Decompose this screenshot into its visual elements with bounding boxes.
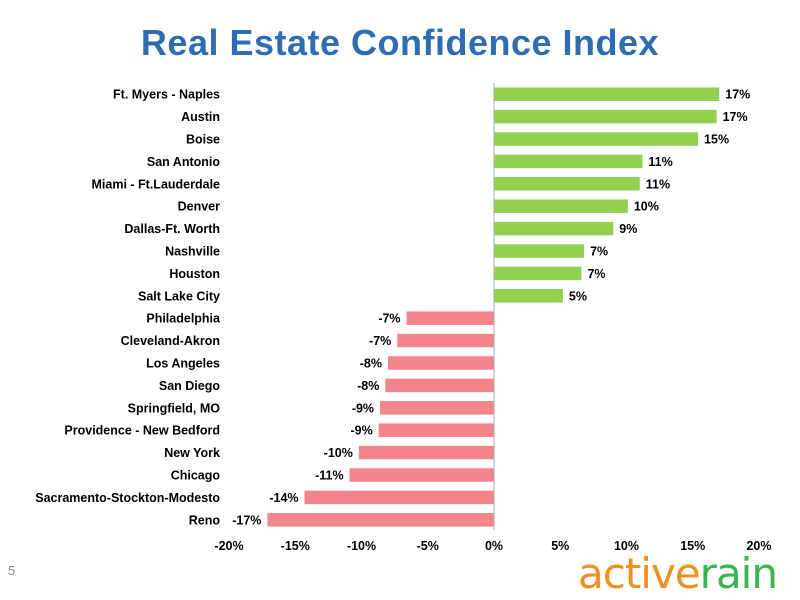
x-tick-label: -20% (214, 539, 243, 553)
value-label: 7% (590, 245, 608, 259)
category-label: Houston (169, 267, 220, 281)
x-tick-label: -5% (417, 539, 439, 553)
category-label: Salt Lake City (138, 289, 220, 303)
category-label: Sacramento-Stockton-Modesto (35, 491, 220, 505)
value-labels-group: 17%17%15%11%11%10%9%7%7%5%-7%-7%-8%-8%-9… (232, 88, 750, 528)
category-label: San Diego (159, 379, 220, 393)
bar (494, 87, 720, 101)
bar (494, 289, 563, 303)
value-label: -7% (369, 334, 391, 348)
value-label: -8% (360, 357, 382, 371)
value-label: 9% (619, 222, 637, 236)
category-label: Austin (181, 110, 220, 124)
bar (494, 221, 614, 236)
value-label: 17% (725, 88, 750, 102)
bar (385, 378, 494, 393)
bar (494, 132, 699, 146)
value-label: 7% (587, 267, 605, 281)
bar (494, 154, 643, 169)
bar (494, 177, 640, 191)
activerain-logo: activerain (578, 548, 778, 600)
x-tick-label: 0% (485, 539, 503, 553)
category-label: New York (164, 446, 220, 460)
page-number: 5 (8, 563, 16, 578)
logo-word-active: active (578, 549, 701, 598)
value-label: -10% (324, 446, 353, 460)
bar (494, 266, 582, 281)
bar (494, 199, 628, 213)
category-label: Ft. Myers - Naples (113, 88, 220, 102)
category-label: Denver (178, 200, 221, 214)
bar (267, 513, 494, 527)
x-tick-label: 20% (746, 539, 771, 553)
value-label: -7% (378, 312, 400, 326)
x-tick-label: -15% (281, 539, 310, 553)
bar (378, 423, 494, 437)
category-label: Miami - Ft.Lauderdale (92, 177, 221, 191)
value-label: 10% (634, 200, 659, 214)
x-tick-label: 15% (680, 539, 705, 553)
bar (406, 311, 494, 325)
value-label: -9% (350, 424, 372, 438)
value-label: 17% (723, 110, 748, 124)
x-tick-label: 10% (614, 539, 639, 553)
value-label: -11% (315, 469, 344, 483)
x-tick-label: 5% (551, 539, 569, 553)
value-label: 15% (704, 133, 729, 147)
bar (349, 468, 494, 482)
category-label: Boise (186, 133, 220, 147)
bar (388, 356, 494, 370)
bar (397, 333, 494, 348)
value-label: -9% (352, 401, 374, 415)
category-label: San Antonio (147, 155, 221, 169)
logo-word-rain: rain (699, 549, 778, 598)
category-label: Springfield, MO (128, 401, 221, 415)
category-label: Chicago (171, 469, 221, 483)
value-label: 11% (648, 155, 672, 169)
category-label: Nashville (165, 245, 220, 259)
bar (494, 109, 717, 124)
value-label: -14% (269, 491, 298, 505)
axis-group: -20% -15% -10% -5% 0% 5% 10% 15% 20% (214, 83, 772, 553)
bar (358, 445, 494, 460)
category-label: Philadelphia (146, 312, 221, 326)
value-label: 5% (569, 289, 587, 303)
x-tick-label: -10% (347, 539, 376, 553)
bar (494, 244, 585, 258)
value-label: -17% (232, 513, 261, 527)
value-label: 11% (646, 177, 670, 191)
category-label: Reno (189, 513, 221, 527)
bar (304, 490, 494, 505)
value-label: -8% (357, 379, 379, 393)
category-label: Cleveland-Akron (121, 334, 220, 348)
bar (380, 401, 494, 415)
chart-title: Real Estate Confidence Index (140, 22, 660, 63)
category-label: Providence - New Bedford (64, 424, 220, 438)
category-labels-group: Ft. Myers - Naples Austin Boise San Antonio… (35, 88, 221, 528)
category-label: Dallas-Ft. Worth (124, 222, 220, 236)
bars-group (267, 87, 720, 527)
category-label: Los Angeles (146, 357, 220, 371)
